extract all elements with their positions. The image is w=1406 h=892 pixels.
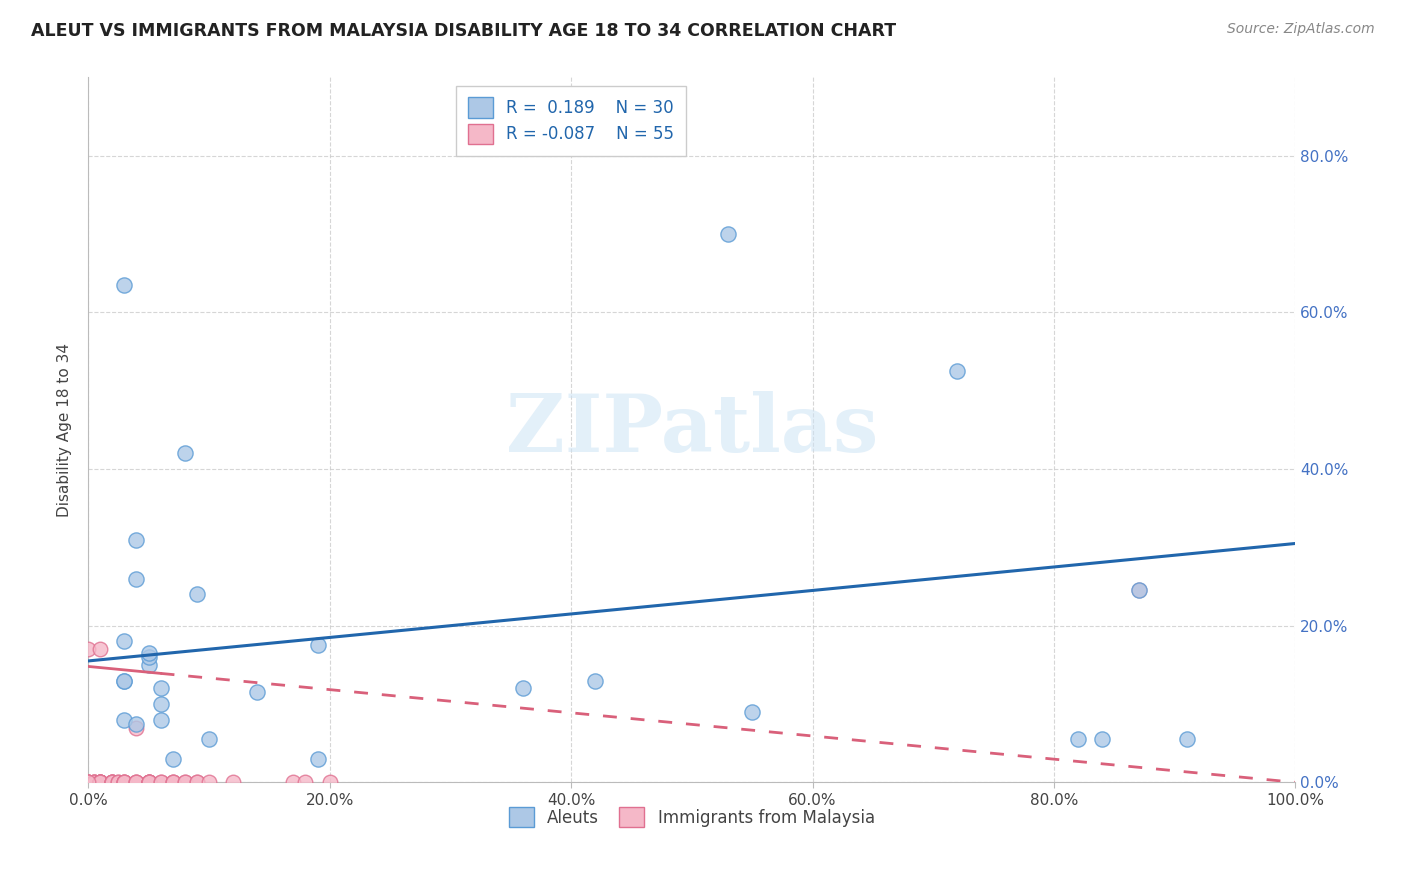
Text: ALEUT VS IMMIGRANTS FROM MALAYSIA DISABILITY AGE 18 TO 34 CORRELATION CHART: ALEUT VS IMMIGRANTS FROM MALAYSIA DISABI… xyxy=(31,22,896,40)
Point xyxy=(307,752,329,766)
Point xyxy=(101,775,124,789)
Point xyxy=(125,775,148,789)
Point xyxy=(583,673,606,688)
Point xyxy=(173,775,195,789)
Point xyxy=(149,775,172,789)
Point xyxy=(1175,732,1198,747)
Point xyxy=(77,775,100,789)
Point xyxy=(77,775,100,789)
Point xyxy=(83,775,105,789)
Point xyxy=(112,634,135,648)
Point xyxy=(162,775,184,789)
Point xyxy=(717,227,740,241)
Point xyxy=(112,713,135,727)
Point xyxy=(89,775,111,789)
Point xyxy=(83,775,105,789)
Text: ZIPatlas: ZIPatlas xyxy=(506,391,877,469)
Legend: Aleuts, Immigrants from Malaysia: Aleuts, Immigrants from Malaysia xyxy=(502,800,882,834)
Point xyxy=(125,775,148,789)
Point xyxy=(307,638,329,652)
Point xyxy=(138,775,160,789)
Point xyxy=(125,775,148,789)
Point xyxy=(162,775,184,789)
Point xyxy=(125,533,148,547)
Point xyxy=(138,775,160,789)
Point xyxy=(83,775,105,789)
Point xyxy=(512,681,534,696)
Point xyxy=(149,713,172,727)
Point xyxy=(112,673,135,688)
Point xyxy=(198,775,221,789)
Point xyxy=(101,775,124,789)
Y-axis label: Disability Age 18 to 34: Disability Age 18 to 34 xyxy=(58,343,72,516)
Point xyxy=(125,721,148,735)
Point xyxy=(946,364,969,378)
Point xyxy=(112,278,135,293)
Point xyxy=(89,775,111,789)
Point xyxy=(149,775,172,789)
Point xyxy=(283,775,305,789)
Point xyxy=(89,775,111,789)
Point xyxy=(186,775,208,789)
Point xyxy=(1091,732,1114,747)
Point xyxy=(162,775,184,789)
Point xyxy=(107,775,129,789)
Point xyxy=(77,775,100,789)
Point xyxy=(89,775,111,789)
Point xyxy=(112,775,135,789)
Point xyxy=(198,732,221,747)
Point xyxy=(112,775,135,789)
Point xyxy=(138,650,160,665)
Point xyxy=(138,775,160,789)
Point xyxy=(77,642,100,657)
Point xyxy=(89,775,111,789)
Point xyxy=(138,775,160,789)
Point xyxy=(162,752,184,766)
Point xyxy=(89,775,111,789)
Point xyxy=(89,642,111,657)
Point xyxy=(83,775,105,789)
Point xyxy=(1128,583,1150,598)
Point xyxy=(1067,732,1090,747)
Point xyxy=(77,775,100,789)
Point xyxy=(101,775,124,789)
Point xyxy=(89,775,111,789)
Point xyxy=(1128,583,1150,598)
Point xyxy=(112,673,135,688)
Point xyxy=(125,572,148,586)
Point xyxy=(101,775,124,789)
Point xyxy=(149,681,172,696)
Point xyxy=(294,775,316,789)
Point xyxy=(186,587,208,601)
Point xyxy=(138,775,160,789)
Point xyxy=(741,705,763,719)
Point xyxy=(149,697,172,711)
Point xyxy=(138,775,160,789)
Point xyxy=(246,685,269,699)
Point xyxy=(112,775,135,789)
Point xyxy=(186,775,208,789)
Point xyxy=(112,775,135,789)
Point xyxy=(138,657,160,672)
Point xyxy=(101,775,124,789)
Point xyxy=(125,716,148,731)
Point xyxy=(89,775,111,789)
Text: Source: ZipAtlas.com: Source: ZipAtlas.com xyxy=(1227,22,1375,37)
Point xyxy=(173,446,195,460)
Point xyxy=(222,775,245,789)
Point xyxy=(138,646,160,660)
Point xyxy=(318,775,340,789)
Point xyxy=(77,775,100,789)
Point xyxy=(173,775,195,789)
Point xyxy=(107,775,129,789)
